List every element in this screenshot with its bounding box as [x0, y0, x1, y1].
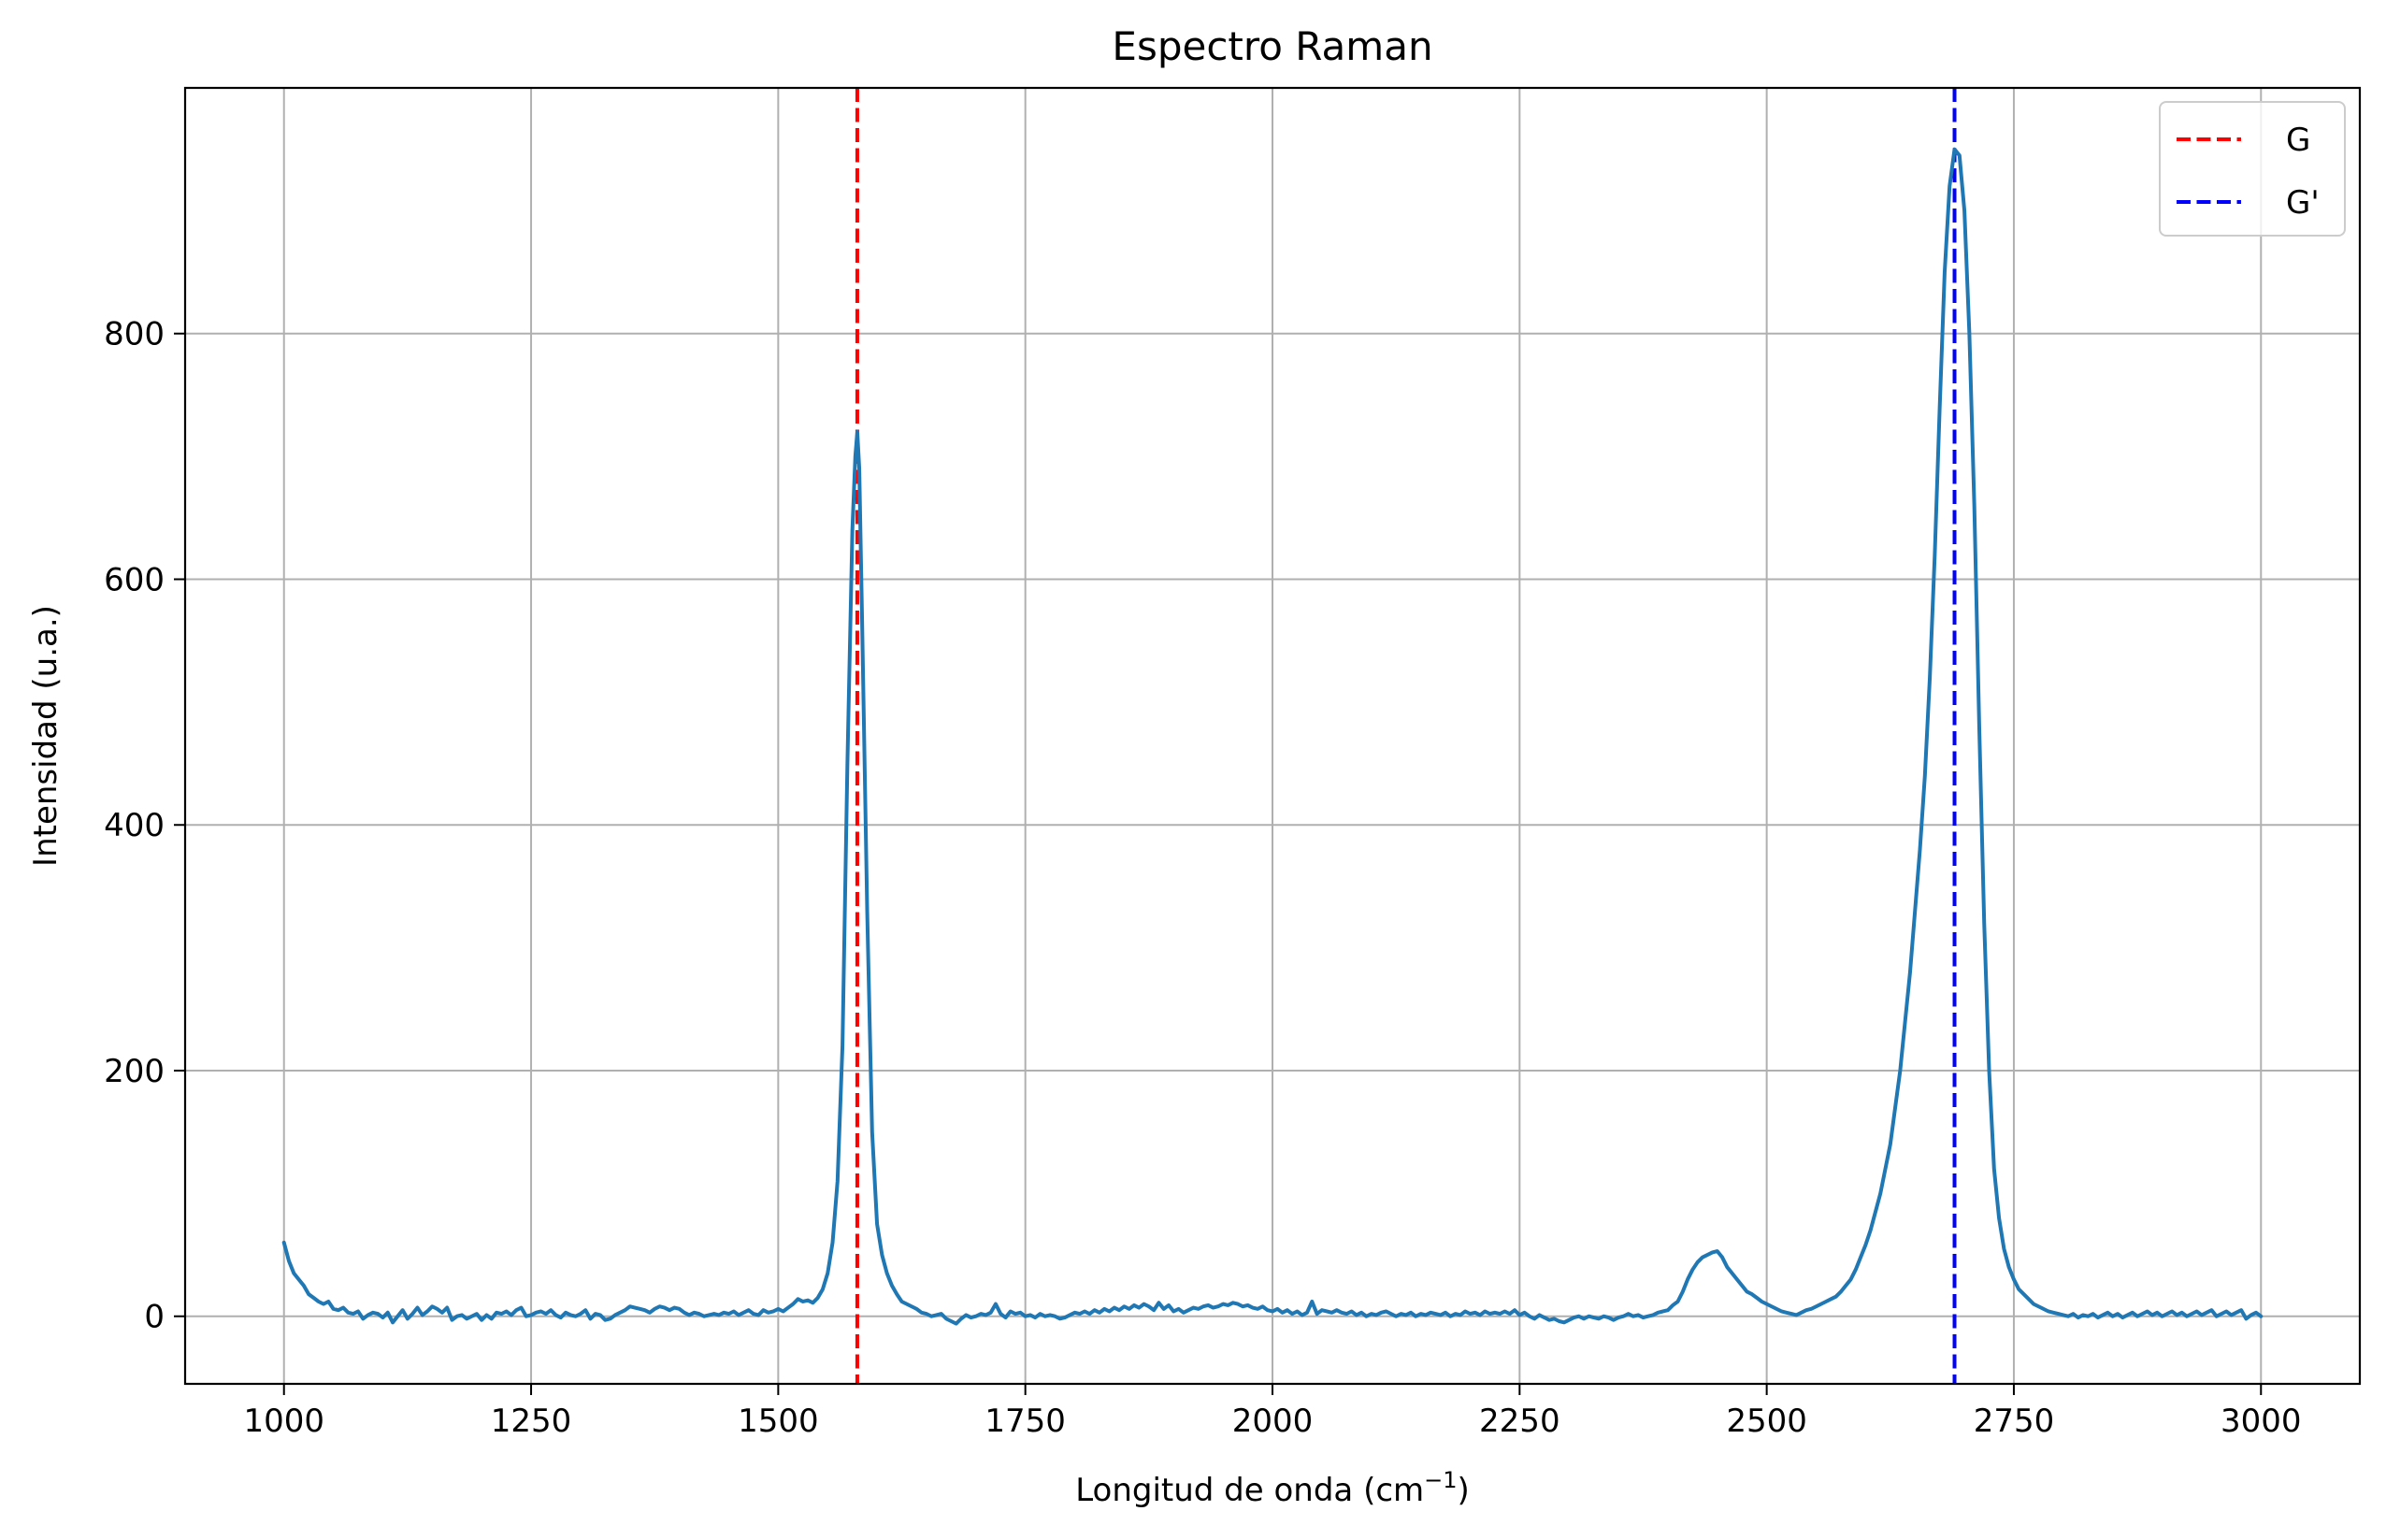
- y-tick-label: 0: [144, 1299, 165, 1336]
- x-tick-label: 2750: [1974, 1403, 2055, 1440]
- y-tick-label: 800: [104, 316, 165, 353]
- x-tick-label: 2250: [1479, 1403, 1560, 1440]
- y-tick-label: 200: [104, 1053, 165, 1090]
- y-tick-label: 400: [104, 807, 165, 844]
- y-axis-label: Intensidad (u.a.): [27, 605, 65, 867]
- series-layer: [281, 147, 2264, 1326]
- spectrum-line-0: [281, 147, 2264, 1326]
- grid: [185, 88, 2360, 1384]
- x-axis-label-main: Longitud de onda (cm: [1075, 1472, 1424, 1509]
- ticks: 1000 1250 1500 1750 2000 2250 2500 2750 3000 0 200…: [104, 316, 2301, 1440]
- x-tick-label: 1250: [491, 1403, 572, 1440]
- x-tick-label: 2500: [1726, 1403, 1807, 1440]
- x-tick-label: 1000: [243, 1403, 324, 1440]
- x-tick-label: 3000: [2221, 1403, 2302, 1440]
- x-axis-label-superscript: −1: [1424, 1467, 1457, 1493]
- x-axis-label: Longitud de onda (cm−1): [1075, 1467, 1470, 1509]
- plot-frame: [183, 86, 2362, 1386]
- x-tick-label: 1750: [985, 1403, 1066, 1440]
- chart-title: Espectro Raman: [1112, 23, 1432, 69]
- reference-lines: [855, 88, 1957, 1384]
- x-tick-label: 1500: [738, 1403, 819, 1440]
- x-axis-label-end: ): [1458, 1472, 1470, 1509]
- x-tick-label: 2000: [1232, 1403, 1314, 1440]
- y-tick-label: 600: [104, 561, 165, 598]
- legend-label-g: G: [2286, 122, 2310, 159]
- legend-label-g-prime: G': [2286, 184, 2320, 222]
- legend: G G': [2159, 101, 2346, 237]
